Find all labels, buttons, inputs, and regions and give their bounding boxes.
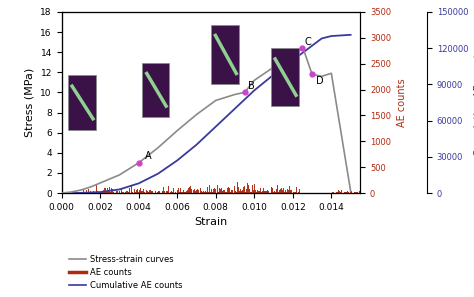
Bar	[68, 75, 96, 129]
Bar	[271, 48, 299, 106]
X-axis label: Strain: Strain	[194, 217, 228, 227]
Text: C: C	[304, 37, 311, 47]
Legend: Stress-strain curves, AE counts, Cumulative AE counts: Stress-strain curves, AE counts, Cumulat…	[66, 252, 186, 293]
Y-axis label: AE counts: AE counts	[397, 78, 407, 127]
Y-axis label: Stress (MPa): Stress (MPa)	[25, 68, 35, 137]
Bar	[211, 25, 239, 84]
Text: B: B	[248, 81, 255, 91]
Bar	[142, 63, 169, 117]
Text: D: D	[316, 76, 324, 86]
Text: A: A	[145, 151, 151, 161]
